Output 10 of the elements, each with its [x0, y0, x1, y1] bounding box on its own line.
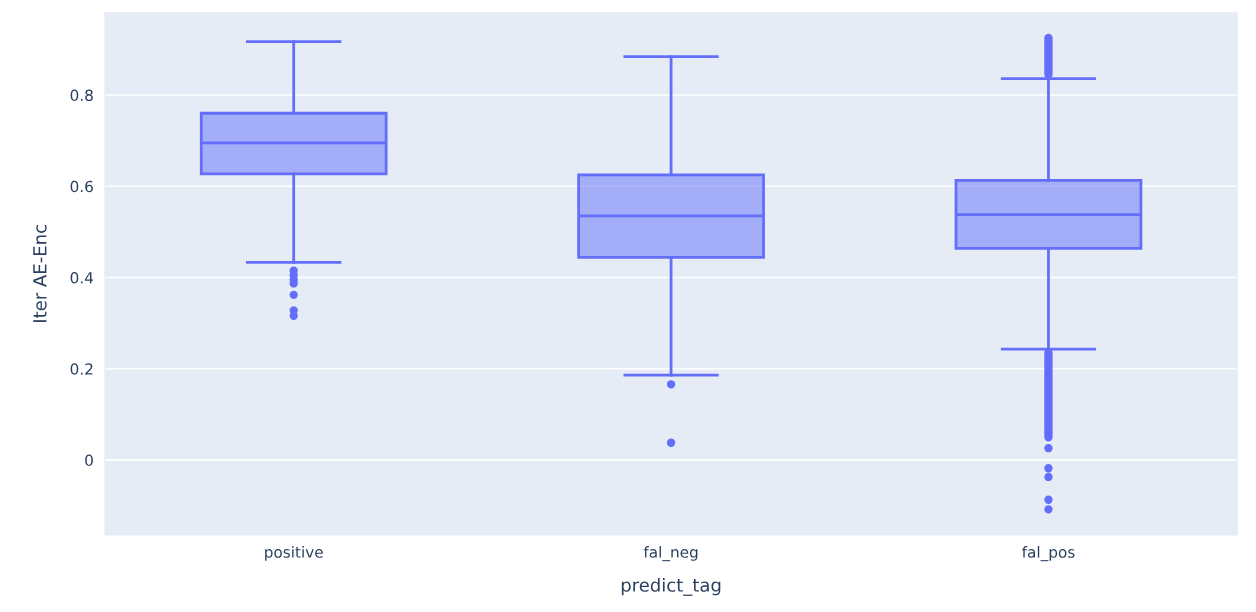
- y-axis-title: Iter AE-Enc: [33, 225, 47, 322]
- x-tick-label: positive: [265, 546, 323, 561]
- y-tick-label: 0.4: [70, 271, 94, 284]
- x-tick-label: fal_neg: [643, 546, 698, 562]
- y-tick-label: 0.6: [70, 180, 93, 193]
- y-tick-label: 0.2: [70, 363, 93, 375]
- y-tick-label: 0.8: [70, 89, 93, 102]
- y-tick-label: 0: [85, 454, 93, 467]
- x-axis-title: predict_tag: [621, 577, 721, 596]
- x-tick-label: fal_pos: [1022, 546, 1075, 562]
